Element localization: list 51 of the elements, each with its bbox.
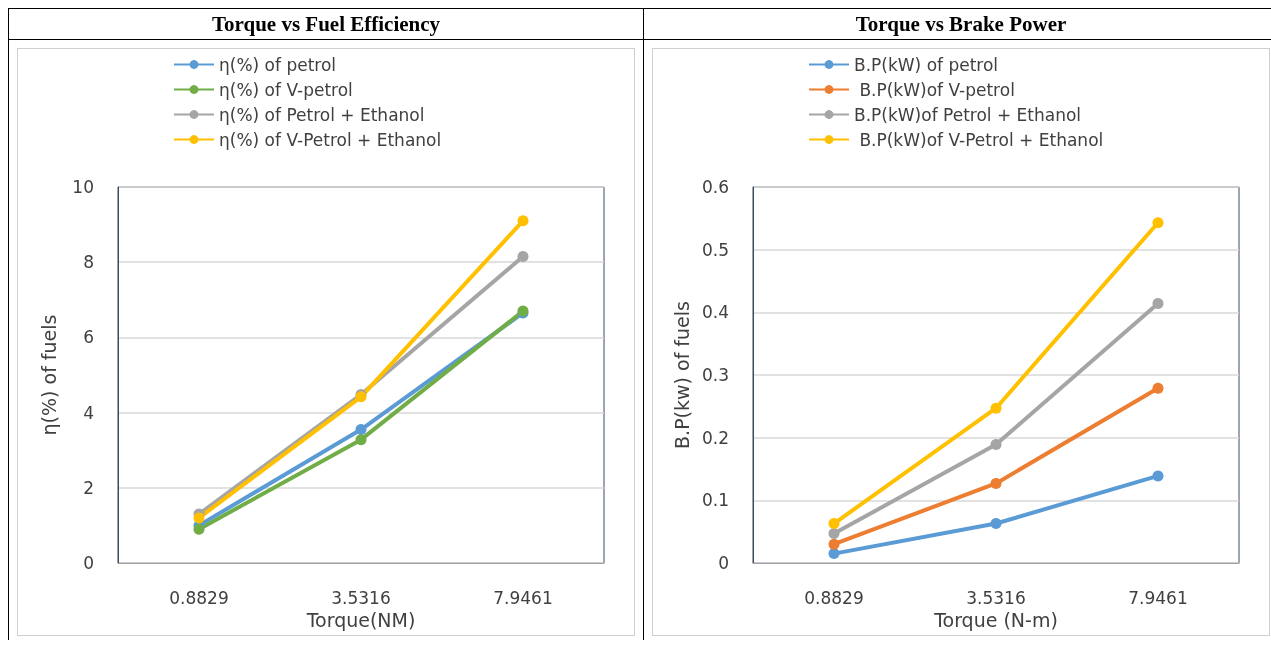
legend-label: η(%) of V-Petrol + Ethanol	[219, 129, 442, 150]
point	[828, 518, 840, 530]
point	[1152, 217, 1164, 229]
point	[828, 548, 840, 560]
legend-label: η(%) of petrol	[219, 54, 337, 75]
y-tick-label: 4	[83, 402, 94, 423]
point	[193, 512, 205, 524]
legend-label: η(%) of Petrol + Ethanol	[219, 104, 425, 125]
y-tick-label: 0.5	[701, 239, 729, 260]
y-tick-label: 0.1	[701, 490, 729, 511]
legend-label: B.P(kW) of petrol	[854, 54, 999, 75]
point	[355, 434, 367, 446]
point	[828, 528, 840, 540]
x-tick-label: 7.9461	[493, 587, 553, 608]
x-axis-title: Torque(NM)	[305, 609, 416, 632]
point	[990, 477, 1002, 489]
y-tick-label: 0	[83, 553, 94, 573]
point	[193, 523, 205, 535]
legend-label: B.P(kW)of V-petrol	[854, 79, 1015, 100]
point	[1152, 470, 1164, 482]
y-tick-label: 0	[718, 553, 729, 573]
y-tick-label: 0.2	[701, 427, 729, 448]
y-axis-title: η(%) of fuels	[37, 314, 60, 436]
point	[1152, 298, 1164, 310]
x-tick-label: 0.8829	[804, 587, 864, 608]
x-axis-title: Torque (N-m)	[933, 609, 1058, 632]
x-tick-label: 3.5316	[966, 587, 1026, 608]
point	[355, 424, 367, 436]
point	[990, 518, 1002, 530]
point	[1152, 382, 1164, 394]
y-tick-label: 0.6	[701, 177, 729, 197]
legend-label: B.P(kW)of V-Petrol + Ethanol	[854, 129, 1104, 150]
point	[517, 251, 529, 263]
y-tick-label: 10	[72, 177, 94, 197]
point	[828, 538, 840, 550]
point	[990, 402, 1002, 414]
point	[517, 215, 529, 227]
x-tick-label: 7.9461	[1128, 587, 1188, 608]
legend-label: B.P(kW)of Petrol + Ethanol	[854, 104, 1082, 125]
y-tick-label: 0.4	[701, 302, 729, 323]
y-axis-title: B.P(kw) of fuels	[670, 301, 693, 449]
y-tick-label: 6	[83, 327, 94, 348]
chart-title: Torque vs Fuel Efficiency	[9, 8, 643, 40]
y-tick-label: 2	[83, 477, 94, 498]
y-tick-label: 0.3	[701, 365, 729, 385]
legend-label: η(%) of V-petrol	[219, 79, 353, 100]
chart-title: Torque vs Brake Power	[644, 8, 1271, 40]
x-tick-label: 3.5316	[331, 587, 391, 608]
point	[990, 439, 1002, 451]
x-tick-label: 0.8829	[169, 587, 229, 608]
y-tick-label: 8	[83, 252, 94, 273]
